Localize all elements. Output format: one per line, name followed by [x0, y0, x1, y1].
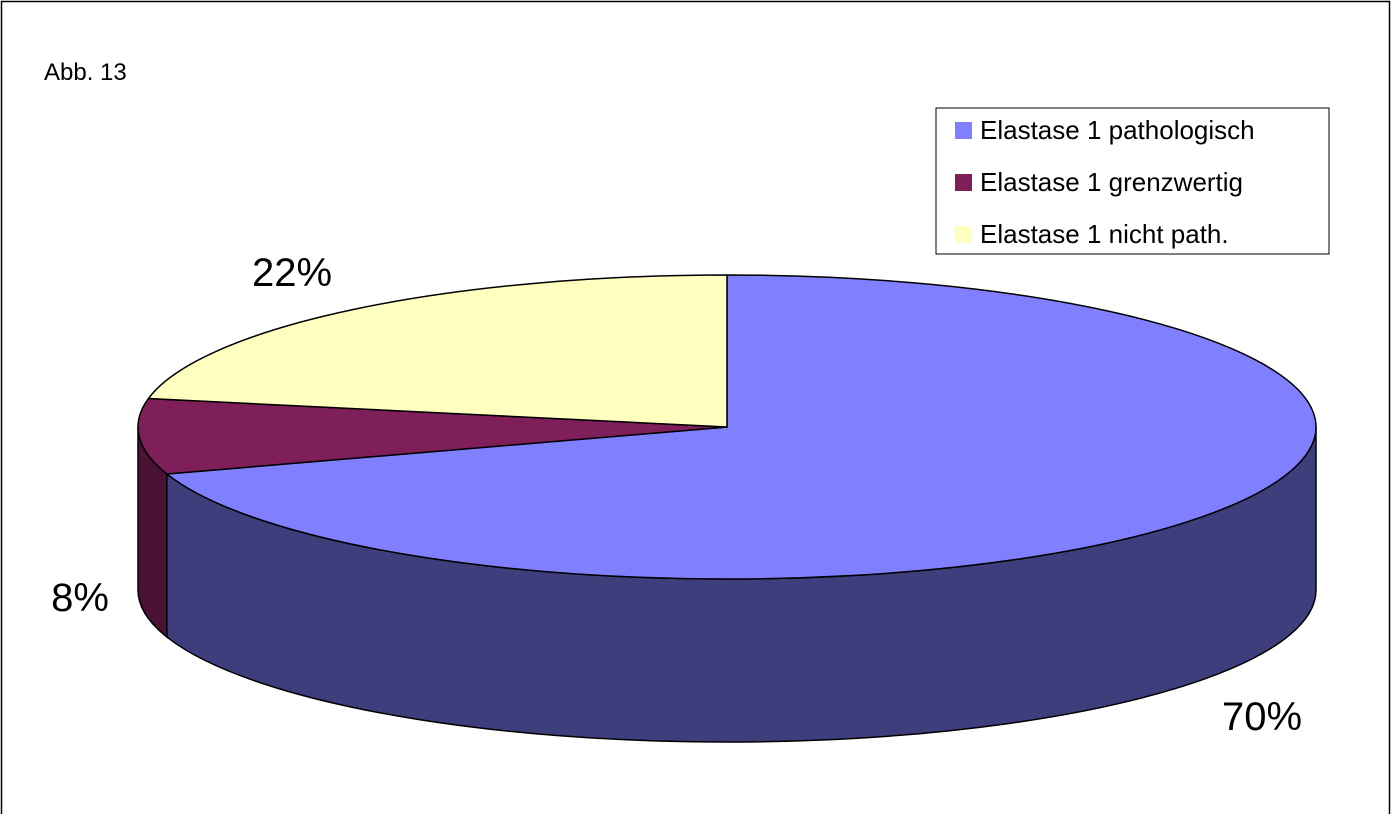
legend-label-1: Elastase 1 grenzwertig — [980, 167, 1243, 197]
legend: Elastase 1 pathologisch Elastase 1 grenzw… — [935, 107, 1330, 255]
data-label-2: 22% — [252, 251, 332, 295]
legend-swatch-0 — [955, 122, 972, 139]
pie-slice-1 — [137, 397, 728, 475]
pie-slice-2 — [146, 274, 728, 428]
data-label-0: 70% — [1222, 695, 1302, 739]
pie-tops — [137, 274, 1317, 580]
legend-items: Elastase 1 pathologisch Elastase 1 grenzw… — [955, 115, 1255, 249]
legend-swatch-2 — [955, 226, 972, 243]
legend-box — [935, 107, 1330, 255]
legend-label-2: Elastase 1 nicht path. — [980, 219, 1229, 249]
pie-data-labels: 70% 8% 22% — [51, 251, 1302, 739]
data-label-1: 8% — [51, 576, 109, 620]
legend-label-0: Elastase 1 pathologisch — [980, 115, 1255, 145]
figure-label: Abb. 13 — [44, 59, 127, 86]
pie-slice-0 — [164, 274, 1317, 580]
legend-swatch-1 — [955, 174, 972, 191]
